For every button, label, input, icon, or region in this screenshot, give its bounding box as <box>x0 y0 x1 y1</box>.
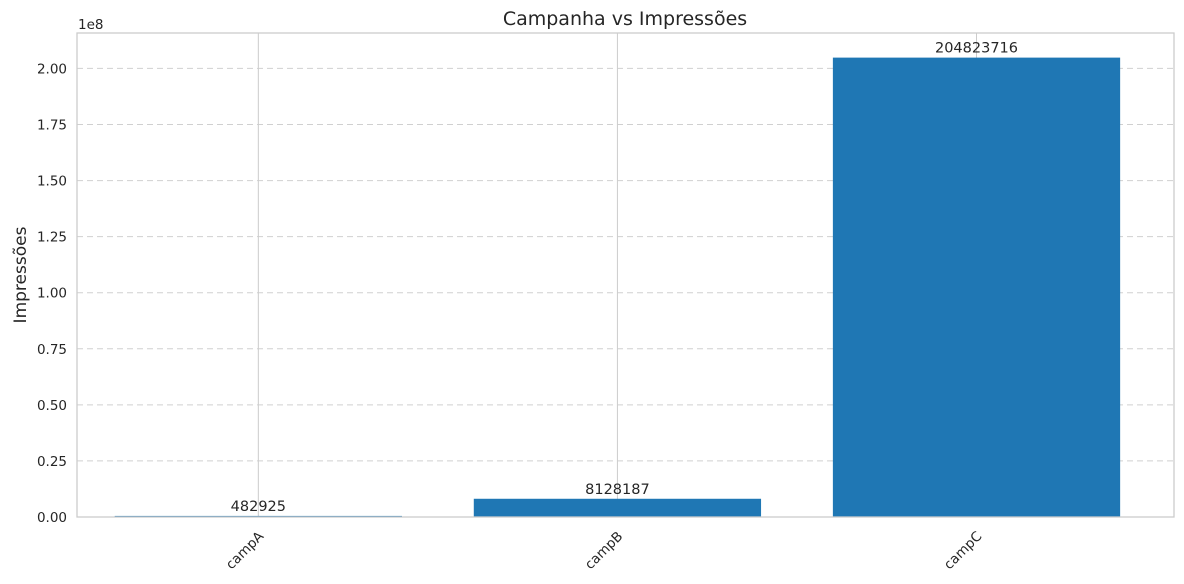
plot-frame <box>76 32 1175 518</box>
y-tick-labels: 0.00 0.25 0.50 0.75 1.00 1.25 1.50 1.75 2.00 <box>37 61 67 526</box>
x-tick-label-campC: campC <box>941 529 985 573</box>
y-axis-offset-label: 1e8 <box>78 17 103 33</box>
x-tick-label-campA: campA <box>223 528 268 573</box>
y-tick-label: 2.00 <box>37 61 67 77</box>
y-tick-label: 0.00 <box>37 510 67 526</box>
y-tick-label: 0.25 <box>37 454 67 470</box>
data-label-campB: 8128187 <box>585 482 650 498</box>
y-tick-label: 1.25 <box>37 230 67 246</box>
y-tick-label: 1.50 <box>37 174 67 190</box>
y-tick-label: 1.00 <box>37 286 67 302</box>
data-label-campC: 204823716 <box>935 41 1018 57</box>
x-tick-labels: campA campB campC <box>223 528 985 573</box>
x-tick-label-campB: campB <box>582 529 626 573</box>
y-tick-label: 1.75 <box>37 118 67 134</box>
bars <box>114 57 1121 518</box>
bar-campC <box>832 57 1121 518</box>
y-tick-label: 0.50 <box>37 398 67 414</box>
data-labels: 482925 8128187 204823716 <box>231 41 1018 515</box>
chart-title: Campanha vs Impressões <box>503 8 747 30</box>
bar-campB <box>473 498 762 517</box>
y-axis-label: Impressões <box>11 226 31 323</box>
y-tick-label: 0.75 <box>37 342 67 358</box>
data-label-campA: 482925 <box>231 499 286 515</box>
